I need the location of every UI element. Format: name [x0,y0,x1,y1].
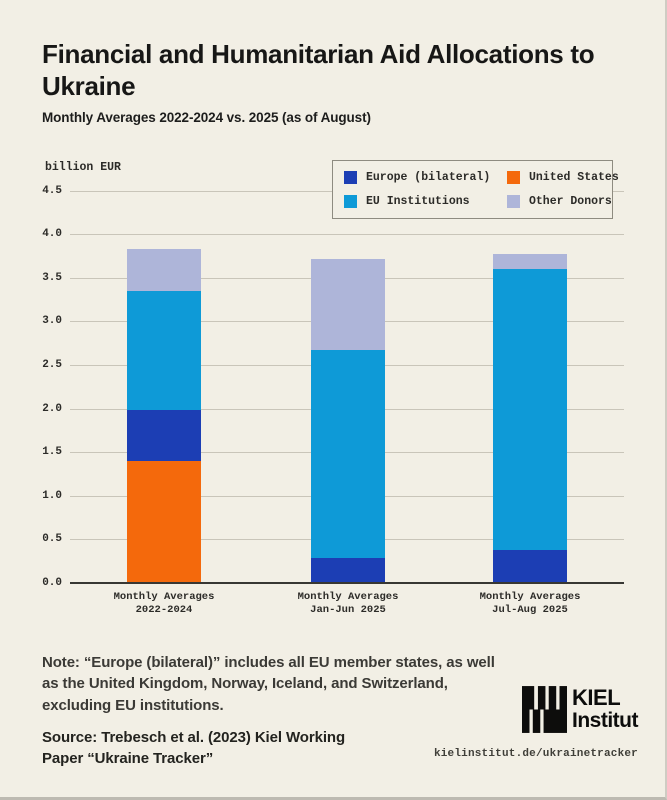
y-tick-label: 4.0 [42,228,62,241]
legend-label: EU Institutions [366,195,470,209]
bar-segment-united-states [127,460,201,582]
bar-segment-europe-bilateral [493,549,567,582]
legend-label: United States [529,170,619,184]
kiel-institut-logo: KIEL Institut [522,686,638,733]
legend-label: Europe (bilateral) [366,170,491,184]
bar-monthly-averages-2022-2024 [127,248,201,582]
footnote: Note: “Europe (bilateral)” includes all … [42,654,495,714]
plot-area: 0.0 0.5 1.0 1.5 2.0 2.5 3.0 3.5 4.0 4.5 Monthly Av… [42,185,624,616]
y-tick-label: 3.5 [42,271,62,284]
bar-monthly-averages-jan-jun-2025 [311,259,385,582]
eu-institutions-swatch-icon [344,195,357,209]
legend-label: Other Donors [529,195,612,209]
y-tick-label: 1.0 [42,489,62,502]
bar-segment-other-donors [311,259,385,351]
bar-segment-other-donors [127,248,201,291]
legend-item-eu-institutions: EU Institutions [344,195,507,209]
y-tick-label: 0.5 [42,533,62,546]
bar-segment-eu-institutions [493,268,567,550]
source-credit: Source: Trebesch et al. (2023) Kiel Work… [42,729,346,767]
y-tick-label: 0.0 [42,577,62,589]
united-states-swatch-icon [507,170,520,184]
chart-legend: Europe (bilateral) United States EU Inst… [332,160,619,219]
bar-segment-europe-bilateral [127,410,201,461]
y-gridline: 4.0 [42,228,624,240]
x-axis-line: 0.0 [42,577,624,589]
bar-monthly-averages-jul-aug-2025 [493,254,567,582]
page-title: Financial and Humanitarian Aid Allocatio… [42,39,595,102]
y-tick-label: 3.0 [42,315,62,328]
y-tick-label: 1.5 [42,446,62,459]
y-tick-label: 4.5 [42,184,62,197]
x-tick-label: Monthly Averages 2022-2024 [113,591,215,616]
page-subtitle: Monthly Averages 2022-2024 vs. 2025 (as … [42,110,371,125]
legend-item-united-states: United States [507,170,619,184]
other-donors-swatch-icon [507,195,520,209]
legend-item-other-donors: Other Donors [507,195,619,209]
website-url: kielinstitut.de/ukrainetracker [433,748,638,760]
bar-segment-eu-institutions [127,290,201,411]
y-tick-label: 2.0 [42,402,62,415]
europe-bilateral-swatch-icon [344,170,357,184]
bar-segment-other-donors [493,254,567,269]
y-axis-unit-label: billion EUR [45,161,121,174]
x-tick-label: Monthly Averages Jul-Aug 2025 [479,591,581,616]
y-tick-label: 2.5 [42,359,62,371]
logo-text-institut: Institut [572,709,638,732]
bar-segment-eu-institutions [311,350,385,558]
legend-item-europe-bilateral: Europe (bilateral) [344,170,507,184]
kiel-logo-wordmark: KIEL Institut [572,686,638,732]
bar-segment-europe-bilateral [311,557,385,582]
kiel-bars-logo-icon [522,686,568,733]
x-tick-label: Monthly Averages Jan-Jun 2025 [297,591,399,616]
logo-text-kiel: KIEL [572,685,621,710]
